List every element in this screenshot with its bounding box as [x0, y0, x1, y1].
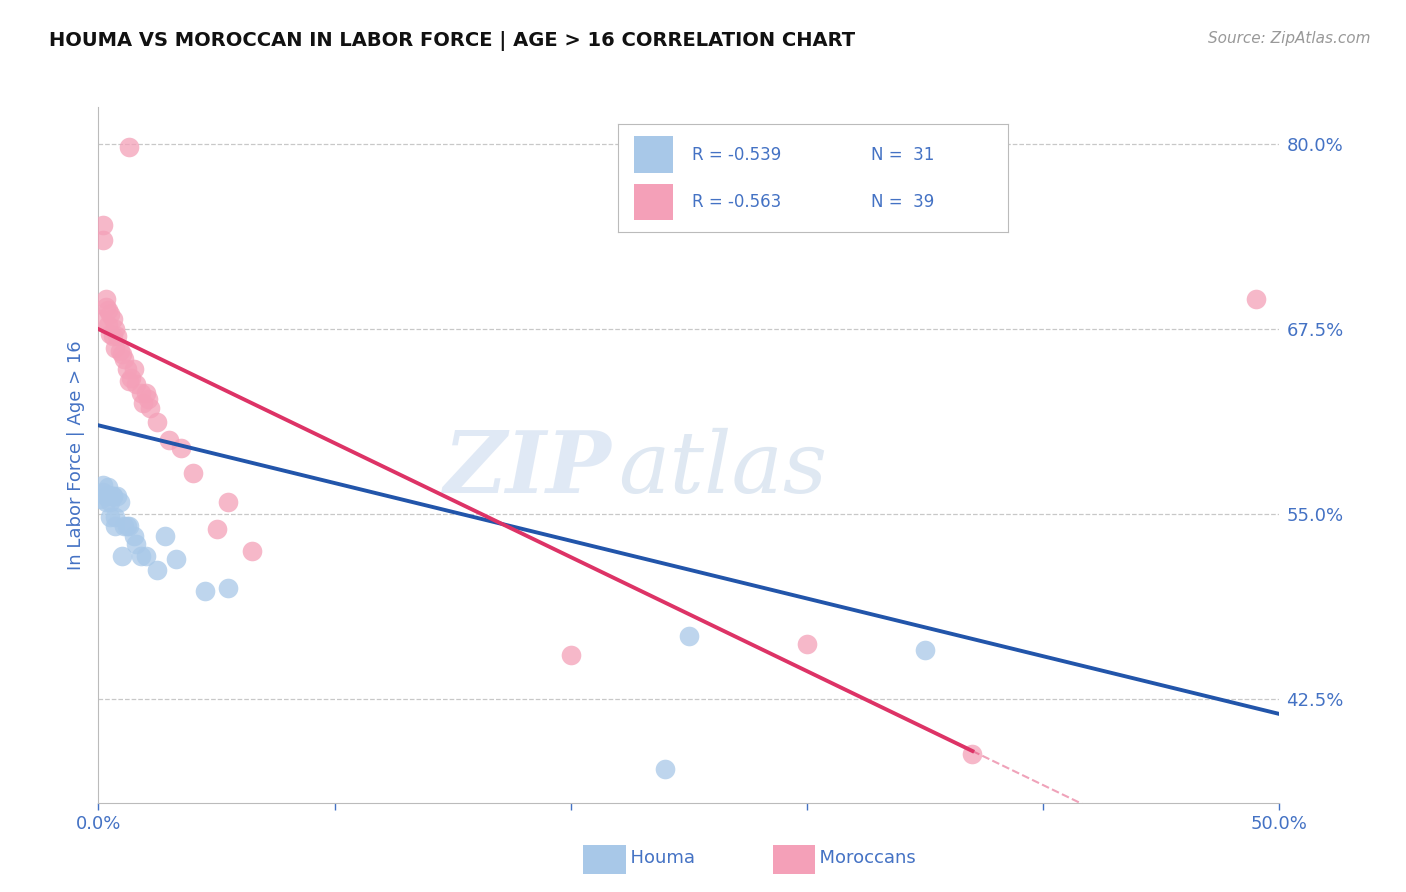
Point — [136, 392, 159, 406]
Point — [132, 396, 155, 410]
Point — [153, 529, 176, 543]
Point — [118, 374, 141, 388]
Point — [170, 441, 193, 455]
Point — [125, 537, 148, 551]
Point — [118, 519, 141, 533]
Point — [146, 415, 169, 429]
Point — [94, 495, 117, 509]
Point — [135, 385, 157, 400]
Point — [105, 329, 128, 343]
Point — [98, 307, 121, 321]
Text: atlas: atlas — [619, 427, 827, 510]
Point — [181, 466, 204, 480]
Point — [217, 581, 239, 595]
Point — [101, 329, 124, 343]
Point — [104, 519, 127, 533]
Point — [560, 648, 582, 662]
Point — [165, 551, 187, 566]
Point — [122, 362, 145, 376]
FancyBboxPatch shape — [634, 184, 672, 220]
Point — [139, 401, 162, 415]
FancyBboxPatch shape — [634, 136, 672, 173]
Text: Houma: Houma — [619, 849, 695, 867]
Point — [98, 510, 121, 524]
Point — [98, 326, 121, 341]
Text: N =  31: N = 31 — [872, 145, 935, 163]
Point — [962, 747, 984, 761]
Point — [105, 489, 128, 503]
Point — [115, 519, 138, 533]
Point — [98, 495, 121, 509]
Point — [135, 549, 157, 563]
Point — [654, 762, 676, 776]
Point — [101, 489, 124, 503]
Point — [205, 522, 228, 536]
Point — [90, 311, 112, 326]
Point — [125, 376, 148, 391]
Point — [115, 362, 138, 376]
Point — [97, 318, 120, 332]
Point — [112, 519, 135, 533]
Point — [94, 489, 117, 503]
Point — [118, 140, 141, 154]
Point — [678, 628, 700, 642]
Point — [914, 643, 936, 657]
Point — [104, 510, 127, 524]
Point — [217, 495, 239, 509]
Point — [101, 311, 124, 326]
Point — [129, 385, 152, 400]
Text: R = -0.539: R = -0.539 — [692, 145, 782, 163]
Point — [101, 489, 124, 503]
Point — [108, 495, 131, 509]
Text: N =  39: N = 39 — [872, 193, 935, 211]
Text: Moroccans: Moroccans — [808, 849, 917, 867]
Point — [1244, 293, 1267, 307]
Point — [111, 347, 134, 361]
Point — [157, 433, 180, 447]
Point — [129, 549, 152, 563]
Point — [104, 322, 127, 336]
Point — [97, 488, 120, 502]
Point — [104, 342, 127, 356]
Point — [194, 584, 217, 599]
Point — [91, 477, 114, 491]
Point — [97, 302, 120, 317]
Text: R = -0.563: R = -0.563 — [692, 193, 782, 211]
Point — [91, 219, 114, 233]
Y-axis label: In Labor Force | Age > 16: In Labor Force | Age > 16 — [66, 340, 84, 570]
Point — [97, 481, 120, 495]
Point — [90, 492, 112, 507]
Point — [108, 344, 131, 359]
Text: ZIP: ZIP — [444, 427, 612, 510]
Point — [796, 637, 818, 651]
Point — [94, 300, 117, 314]
Text: HOUMA VS MOROCCAN IN LABOR FORCE | AGE > 16 CORRELATION CHART: HOUMA VS MOROCCAN IN LABOR FORCE | AGE >… — [49, 31, 855, 51]
Point — [111, 549, 134, 563]
Point — [94, 293, 117, 307]
Point — [146, 563, 169, 577]
Text: Source: ZipAtlas.com: Source: ZipAtlas.com — [1208, 31, 1371, 46]
Point — [240, 544, 263, 558]
Point — [91, 484, 114, 499]
Point — [91, 233, 114, 247]
Point — [112, 351, 135, 366]
Point — [122, 529, 145, 543]
Point — [121, 371, 143, 385]
